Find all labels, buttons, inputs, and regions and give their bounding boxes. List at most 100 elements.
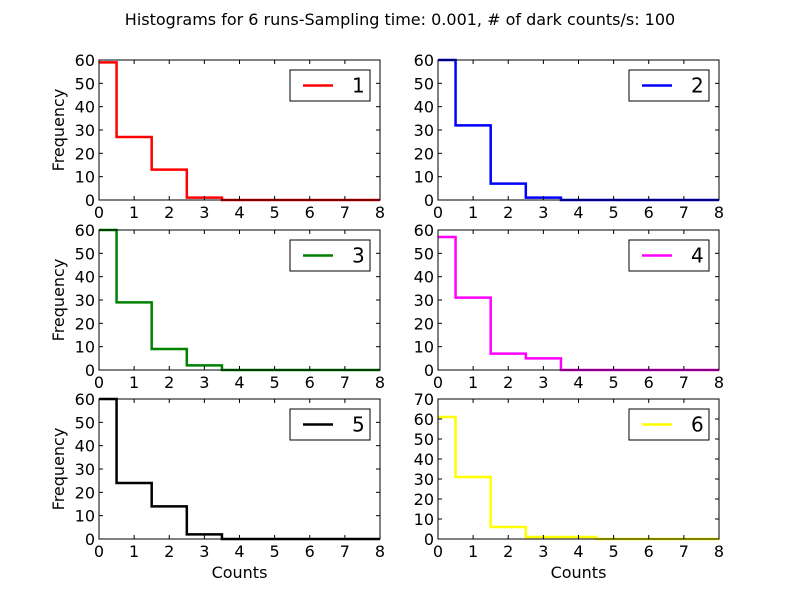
x-tick-label: 6	[644, 373, 654, 392]
legend: 2	[628, 69, 710, 102]
legend-label: 4	[691, 244, 704, 268]
x-tick-label: 0	[433, 373, 443, 392]
x-tick-label: 4	[573, 203, 583, 222]
x-tick-label: 6	[644, 542, 654, 561]
x-tick-label: 0	[94, 203, 104, 222]
x-tick-label: 7	[340, 203, 350, 222]
y-tick-label: 50	[75, 413, 95, 432]
y-tick-label: 60	[75, 390, 95, 409]
y-tick-label: 50	[414, 430, 434, 449]
y-axis-label: Frequency	[49, 259, 68, 342]
legend-label: 6	[691, 413, 704, 437]
subplot-4: 0 1 2 3 4 5 6 7 8 0 10 20 30 40 50 60 4	[414, 221, 724, 392]
x-tick-label: 3	[199, 203, 209, 222]
x-tick-label: 5	[270, 542, 280, 561]
y-tick-label: 50	[75, 244, 95, 263]
x-tick-label: 3	[538, 373, 548, 392]
x-tick-label: 8	[714, 542, 724, 561]
x-tick-label: 8	[375, 373, 385, 392]
x-tick-label: 6	[644, 203, 654, 222]
x-tick-label: 1	[468, 373, 478, 392]
y-tick-label: 10	[414, 510, 434, 529]
x-tick-label: 5	[609, 542, 619, 561]
x-tick-label: 8	[375, 542, 385, 561]
x-tick-label: 6	[305, 542, 315, 561]
x-tick-label: 7	[340, 373, 350, 392]
x-tick-label: 4	[573, 373, 583, 392]
y-tick-label: 40	[414, 98, 434, 117]
y-tick-label: 50	[414, 244, 434, 263]
y-tick-label: 20	[414, 144, 434, 163]
x-tick-label: 4	[234, 542, 244, 561]
y-tick-label: 0	[424, 191, 434, 210]
y-tick-label: 40	[75, 268, 95, 287]
x-tick-label: 7	[679, 203, 689, 222]
y-tick-label: 30	[75, 460, 95, 479]
x-tick-label: 8	[714, 203, 724, 222]
x-tick-label: 1	[129, 373, 139, 392]
y-tick-label: 10	[75, 507, 95, 526]
y-tick-label: 50	[414, 74, 434, 93]
y-tick-label: 30	[414, 291, 434, 310]
x-tick-label: 5	[609, 203, 619, 222]
y-tick-label: 40	[414, 450, 434, 469]
y-tick-label: 0	[85, 530, 95, 549]
x-axis-label: Counts	[212, 563, 268, 582]
x-tick-label: 4	[573, 542, 583, 561]
y-tick-label: 0	[424, 361, 434, 380]
y-tick-label: 0	[424, 530, 434, 549]
y-tick-label: 40	[414, 268, 434, 287]
y-tick-label: 10	[75, 168, 95, 187]
y-axis-label: Frequency	[49, 89, 68, 172]
x-tick-label: 6	[305, 203, 315, 222]
y-tick-label: 60	[75, 221, 95, 240]
y-tick-label: 70	[414, 390, 434, 409]
x-tick-label: 0	[433, 542, 443, 561]
legend-label: 1	[352, 74, 365, 98]
subplot-2: 0 1 2 3 4 5 6 7 8 0 10 20 30 40 50 60 2	[414, 51, 724, 222]
x-tick-label: 2	[503, 373, 513, 392]
x-tick-label: 5	[270, 373, 280, 392]
y-tick-label: 20	[414, 490, 434, 509]
y-tick-label: 20	[75, 314, 95, 333]
y-tick-label: 20	[75, 483, 95, 502]
y-tick-label: 30	[75, 291, 95, 310]
y-tick-label: 0	[85, 191, 95, 210]
y-tick-label: 30	[414, 121, 434, 140]
y-tick-label: 40	[75, 437, 95, 456]
subplot-3: 0 1 2 3 4 5 6 7 8 0 10 20 30 40 50 60 Frequency 3	[49, 221, 385, 392]
legend: 5	[289, 408, 371, 441]
y-tick-label: 30	[414, 470, 434, 489]
y-tick-label: 10	[75, 338, 95, 357]
y-axis-label: Frequency	[49, 428, 68, 511]
x-tick-label: 4	[234, 203, 244, 222]
y-tick-label: 60	[414, 51, 434, 70]
x-tick-label: 2	[164, 373, 174, 392]
x-tick-label: 0	[433, 203, 443, 222]
legend-label: 2	[691, 74, 704, 98]
y-tick-label: 30	[75, 121, 95, 140]
legend: 3	[289, 239, 371, 272]
x-tick-label: 2	[503, 203, 513, 222]
x-tick-label: 7	[679, 373, 689, 392]
x-tick-label: 7	[679, 542, 689, 561]
legend-label: 3	[352, 244, 365, 268]
x-tick-label: 4	[234, 373, 244, 392]
x-tick-label: 3	[538, 542, 548, 561]
legend: 6	[628, 408, 710, 441]
x-tick-label: 8	[714, 373, 724, 392]
x-axis-label: Counts	[551, 563, 607, 582]
y-tick-label: 60	[75, 51, 95, 70]
y-tick-label: 60	[414, 221, 434, 240]
x-tick-label: 6	[305, 373, 315, 392]
y-tick-label: 10	[414, 338, 434, 357]
y-tick-label: 10	[414, 168, 434, 187]
x-tick-label: 1	[129, 203, 139, 222]
x-tick-label: 2	[164, 542, 174, 561]
y-tick-label: 40	[75, 98, 95, 117]
y-tick-label: 50	[75, 74, 95, 93]
y-tick-label: 20	[414, 314, 434, 333]
legend: 1	[289, 69, 371, 102]
